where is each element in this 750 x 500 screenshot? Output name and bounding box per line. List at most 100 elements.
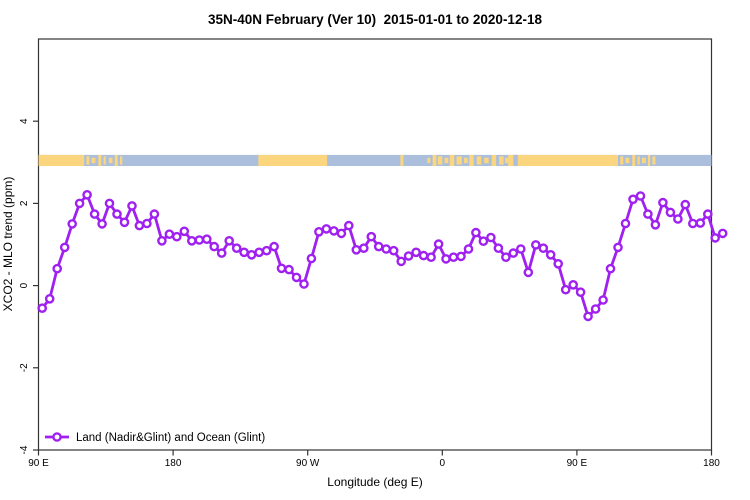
data-point: [171, 231, 182, 242]
land-ocean-band: [38, 154, 712, 166]
data-point: [291, 272, 302, 283]
data-point: [74, 198, 85, 209]
coast-land-patch: [456, 156, 462, 165]
data-point: [186, 235, 197, 246]
data-point: [403, 251, 414, 261]
data-point: [306, 253, 317, 264]
data-point: [411, 247, 421, 258]
x-tick-label: 90 E: [567, 458, 588, 469]
coast-land-patch: [114, 154, 118, 166]
coast-land-patch: [476, 156, 482, 165]
coast-land-patch: [499, 156, 504, 165]
data-point: [164, 229, 175, 239]
coast-land-patch: [427, 157, 431, 164]
data-point: [231, 243, 242, 253]
y-tick-label: 4: [19, 118, 30, 124]
data-point: [441, 254, 451, 264]
data-point: [516, 244, 526, 254]
data-point: [82, 189, 92, 200]
data-point: [583, 311, 593, 322]
data-point: [695, 218, 706, 228]
coast-land-patch: [86, 156, 90, 165]
data-point: [284, 264, 294, 275]
land-band-segment: [508, 154, 615, 166]
data-point: [329, 226, 339, 236]
data-point: [157, 235, 167, 246]
data-point: [373, 241, 384, 252]
data-point: [418, 250, 429, 261]
x-axis-label: Longitude (deg E): [327, 475, 422, 489]
data-point: [486, 232, 496, 243]
data-point: [366, 231, 377, 242]
data-point: [560, 284, 571, 295]
coast-land-patch: [647, 154, 651, 166]
x-tick-label: 90 W: [296, 458, 320, 469]
data-point: [628, 194, 638, 205]
x-tick-label: 90 E: [28, 458, 49, 469]
data-point: [658, 197, 668, 208]
data-point: [643, 209, 653, 219]
coast-land-patch: [637, 156, 640, 165]
coast-land-patch: [469, 154, 474, 166]
data-point: [613, 242, 623, 253]
data-point: [673, 214, 683, 224]
legend: Land (Nadir&Glint) and Ocean (Glint): [45, 432, 265, 444]
coast-land-patch: [98, 154, 102, 166]
coast-land-patch: [444, 157, 449, 164]
data-point: [703, 209, 713, 219]
data-point: [97, 219, 107, 229]
data-point: [538, 243, 549, 253]
data-point: [52, 263, 63, 274]
data-point: [321, 224, 332, 234]
coast-land-patch: [449, 154, 455, 166]
data-point: [553, 258, 564, 269]
coast-land-patch: [108, 157, 113, 164]
x-tick-label: 0: [440, 458, 446, 469]
data-point: [598, 295, 608, 305]
data-point: [119, 217, 130, 228]
data-point: [396, 256, 407, 267]
legend-marker-icon: [52, 432, 62, 442]
data-point: [493, 243, 504, 253]
y-tick-label: -4: [19, 445, 30, 454]
data-point: [67, 219, 77, 229]
data-point: [433, 239, 444, 249]
data-point: [134, 220, 145, 231]
coast-land-patch: [505, 157, 509, 164]
data-point: [299, 279, 309, 289]
y-tick-label: 0: [19, 282, 30, 288]
chart-title: 35N-40N February (Ver 10) 2015-01-01 to …: [208, 12, 542, 27]
x-tick-label: 180: [165, 458, 182, 469]
land-band-segment: [38, 154, 81, 166]
data-point: [523, 267, 534, 278]
data-point: [209, 241, 219, 252]
data-point: [545, 249, 556, 260]
data-point: [343, 220, 354, 231]
data-point: [201, 234, 212, 244]
data-point: [149, 209, 160, 219]
data-point: [426, 252, 436, 263]
data-point: [246, 249, 257, 260]
data-point: [448, 252, 459, 263]
coast-land-patch: [632, 154, 636, 166]
data-point: [142, 218, 152, 229]
coast-land-patch: [641, 157, 646, 164]
data-point: [463, 244, 474, 254]
data-point: [717, 228, 728, 239]
y-tick-label: 2: [19, 200, 30, 206]
coast-land-patch: [463, 157, 468, 164]
y-tick-label: -2: [19, 363, 30, 372]
data-point: [471, 227, 481, 238]
coast-land-patch: [491, 154, 497, 166]
data-point: [688, 218, 698, 229]
x-tick-label: 180: [703, 458, 720, 469]
data-point: [59, 242, 70, 253]
y-axis-label: XCO2 - MLO trend (ppm): [1, 177, 15, 312]
coast-land-patch: [614, 154, 619, 166]
coast-land-patch: [91, 157, 96, 164]
land-band-segment: [258, 154, 328, 166]
data-point: [568, 279, 579, 290]
data-point: [358, 243, 369, 253]
data-point: [575, 287, 586, 298]
coast-land-patch: [80, 154, 85, 166]
